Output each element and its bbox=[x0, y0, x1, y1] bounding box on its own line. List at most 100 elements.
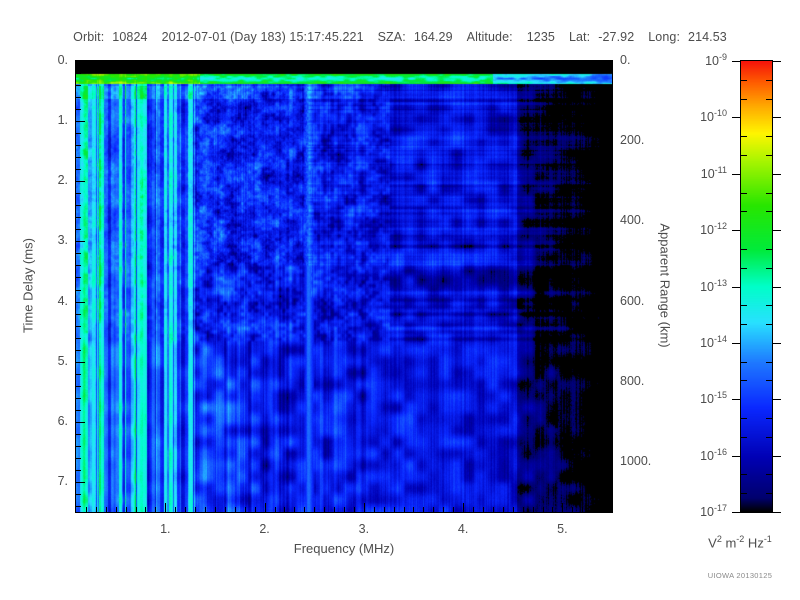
x-axis-major-tick bbox=[165, 503, 166, 512]
y-axis-minor-tick bbox=[76, 338, 81, 339]
x-axis-minor-tick bbox=[185, 507, 186, 512]
y-axis-minor-tick bbox=[76, 434, 81, 435]
colorbar-major-tick bbox=[772, 174, 781, 175]
colorbar-minor-tick bbox=[741, 437, 747, 438]
x-axis-minor-tick bbox=[116, 507, 117, 512]
x-axis-tick-label: 1. bbox=[160, 522, 171, 536]
colorbar-major-tick bbox=[772, 230, 781, 231]
y-axis-minor-tick bbox=[76, 193, 81, 194]
y2-axis-major-tick bbox=[603, 462, 612, 463]
x-axis-minor-tick bbox=[86, 507, 87, 512]
y-axis-minor-tick bbox=[76, 169, 81, 170]
unit-meter-exponent: -2 bbox=[736, 534, 745, 544]
y-axis-tick-label-left: 6. bbox=[57, 413, 68, 428]
colorbar-major-tick bbox=[732, 174, 741, 175]
colorbar-minor-tick bbox=[741, 362, 747, 363]
colorbar-major-tick bbox=[772, 399, 781, 400]
colorbar-minor-tick bbox=[766, 193, 772, 194]
y-axis-minor-tick bbox=[76, 157, 81, 158]
y-axis-minor-tick bbox=[76, 217, 81, 218]
y-axis-minor-tick bbox=[76, 326, 81, 327]
y-axis-tick-label-left: 2. bbox=[57, 173, 68, 188]
x-axis-minor-tick bbox=[443, 507, 444, 512]
x-axis-minor-tick bbox=[374, 507, 375, 512]
x-axis-minor-tick bbox=[354, 507, 355, 512]
y-axis-minor-tick bbox=[76, 253, 81, 254]
colorbar-minor-tick bbox=[741, 193, 747, 194]
y-axis-minor-tick bbox=[76, 265, 81, 266]
colorbar bbox=[741, 61, 772, 512]
colorbar-major-tick bbox=[732, 343, 741, 344]
y-axis-major-tick bbox=[76, 482, 85, 483]
y2-axis-major-tick bbox=[603, 61, 612, 62]
colorbar-minor-tick bbox=[741, 136, 747, 137]
y-axis-tick-label-left: 1. bbox=[57, 113, 68, 128]
colorbar-minor-tick bbox=[766, 136, 772, 137]
x-axis-tick-label: 3. bbox=[358, 522, 370, 536]
x-axis-minor-tick bbox=[304, 507, 305, 512]
colorbar-major-tick bbox=[732, 399, 741, 400]
x-axis-minor-tick bbox=[245, 507, 246, 512]
colorbar-minor-tick bbox=[741, 305, 747, 306]
colorbar-minor-tick bbox=[766, 268, 772, 269]
colorbar-tick-label: 10-11 bbox=[700, 164, 727, 181]
x-axis-minor-tick bbox=[126, 507, 127, 512]
x-axis-minor-tick bbox=[582, 507, 583, 512]
y-axis-minor-tick bbox=[76, 458, 81, 459]
x-axis-major-tick bbox=[265, 503, 266, 512]
y-axis-minor-tick bbox=[76, 85, 81, 86]
colorbar-major-tick bbox=[772, 456, 781, 457]
colorbar-minor-tick bbox=[766, 474, 772, 475]
y-axis-minor-tick bbox=[76, 97, 81, 98]
x-axis-minor-tick bbox=[404, 507, 405, 512]
colorbar-major-tick bbox=[732, 230, 741, 231]
x-axis-minor-tick bbox=[483, 507, 484, 512]
colorbar-minor-tick bbox=[741, 249, 747, 250]
colorbar-major-tick bbox=[732, 456, 741, 457]
colorbar-major-tick bbox=[772, 287, 781, 288]
x-axis-minor-tick bbox=[255, 507, 256, 512]
y-axis-tick-label-left: 4. bbox=[57, 293, 68, 308]
y-axis-minor-tick bbox=[76, 374, 81, 375]
y-axis-minor-tick bbox=[76, 73, 81, 74]
x-axis-minor-tick bbox=[215, 507, 216, 512]
ionogram-spectrogram-plot bbox=[76, 61, 612, 512]
x-axis-minor-tick bbox=[394, 507, 395, 512]
y-axis-minor-tick bbox=[76, 314, 81, 315]
colorbar-major-tick bbox=[772, 512, 781, 513]
y-axis-major-tick bbox=[76, 302, 85, 303]
x-axis-major-tick bbox=[463, 503, 464, 512]
x-axis-minor-tick bbox=[225, 507, 226, 512]
x-axis-minor-tick bbox=[96, 507, 97, 512]
colorbar-tick-label: 10-9 bbox=[705, 52, 727, 69]
y2-axis-major-tick bbox=[603, 302, 612, 303]
y-axis-minor-tick bbox=[76, 205, 81, 206]
x-axis-minor-tick bbox=[275, 507, 276, 512]
colorbar-unit-label: V2 m-2 Hz-1 bbox=[680, 534, 800, 550]
x-axis-minor-tick bbox=[513, 507, 514, 512]
colorbar-minor-tick bbox=[741, 211, 747, 212]
colorbar-minor-tick bbox=[766, 418, 772, 419]
x-axis-minor-tick bbox=[294, 507, 295, 512]
unit-hertz-exponent: -1 bbox=[763, 534, 772, 544]
colorbar-minor-tick bbox=[766, 324, 772, 325]
x-axis-title: Frequency (MHz) bbox=[293, 541, 395, 556]
y2-axis-major-tick bbox=[603, 141, 612, 142]
x-axis-minor-tick bbox=[473, 507, 474, 512]
spectrogram-canvas bbox=[76, 61, 612, 512]
y2-axis-minor-tick bbox=[607, 502, 612, 503]
y-axis-tick-label-right: 800. bbox=[620, 373, 645, 388]
colorbar-minor-tick bbox=[741, 380, 747, 381]
x-axis-minor-tick bbox=[314, 507, 315, 512]
longitude-label: Long: bbox=[648, 30, 681, 44]
observation-datetime: 2012-07-01 (Day 183) 15:17:45.221 bbox=[161, 30, 364, 44]
y-axis-major-tick bbox=[76, 422, 85, 423]
x-axis-minor-tick bbox=[106, 507, 107, 512]
y-axis-minor-tick bbox=[76, 109, 81, 110]
colorbar-minor-tick bbox=[766, 437, 772, 438]
y-axis-tick-label-left: 5. bbox=[57, 353, 68, 368]
y2-axis-minor-tick bbox=[607, 342, 612, 343]
y-axis-tick-label-left: 3. bbox=[57, 233, 68, 248]
colorbar-minor-tick bbox=[766, 80, 772, 81]
colorbar-minor-tick bbox=[766, 99, 772, 100]
